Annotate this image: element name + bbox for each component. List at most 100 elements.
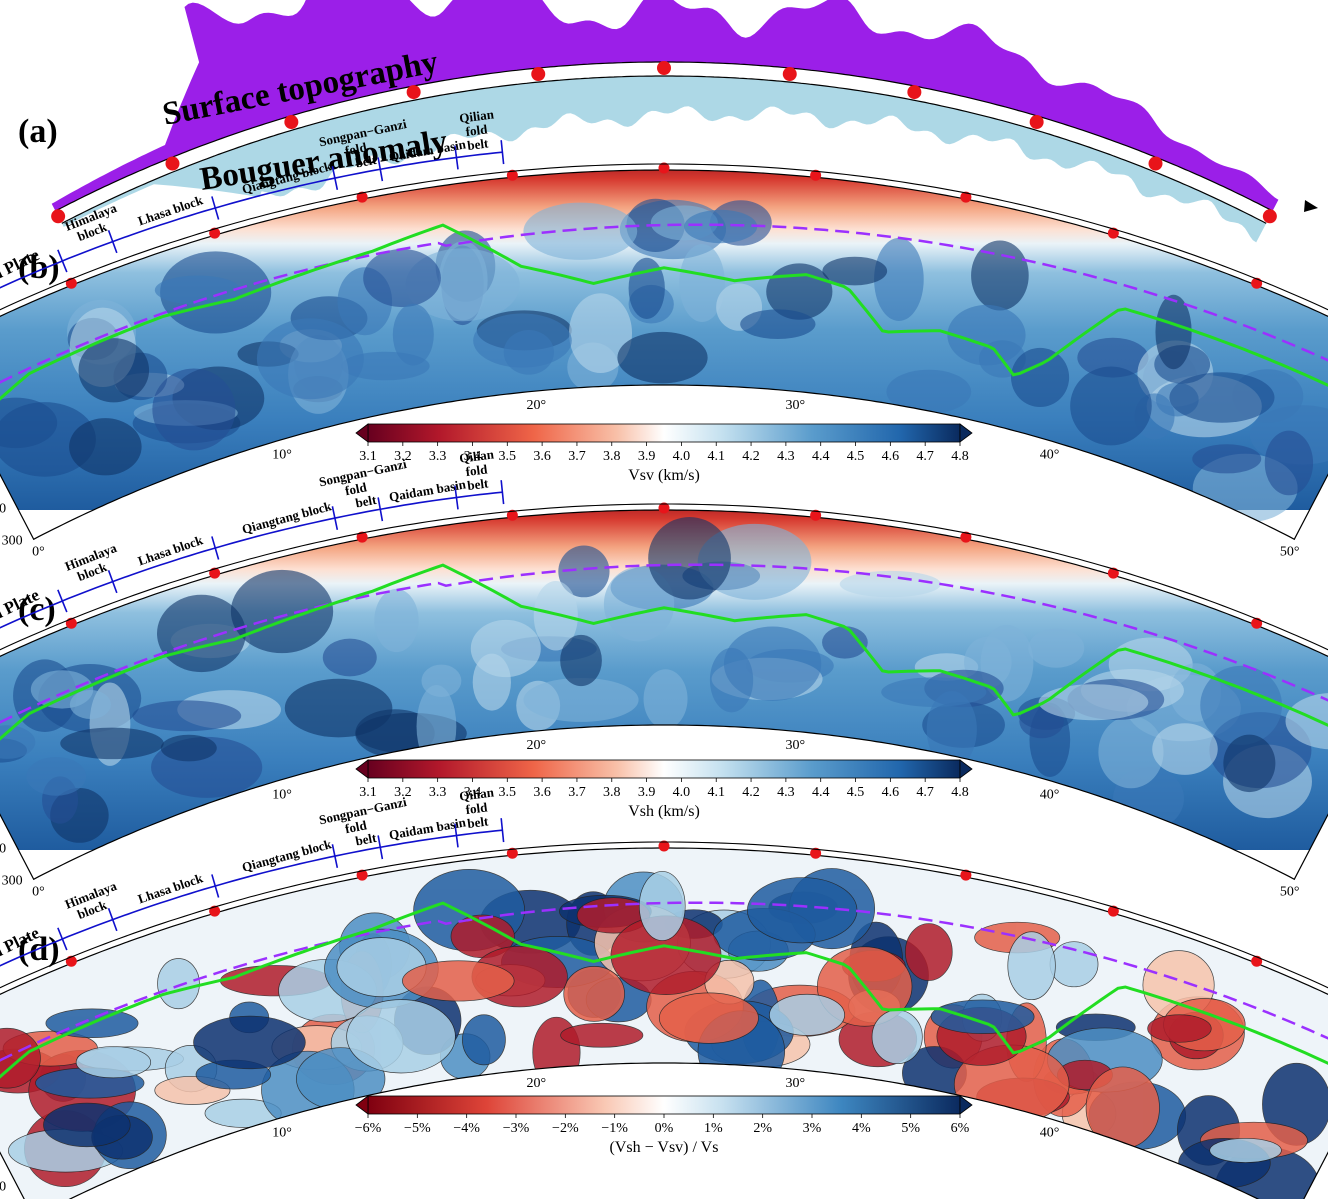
colorbar-tick-label: 3.6	[533, 449, 551, 464]
profile-arc	[0, 163, 1328, 311]
block-boundary-tick	[454, 485, 459, 510]
anomaly-blob	[709, 647, 754, 713]
colorbar	[367, 423, 961, 443]
anomaly-blob	[971, 240, 1029, 311]
region-label: fold	[465, 461, 489, 479]
colorbar-tick-label: −6%	[355, 1121, 382, 1136]
colorbar-tick-label: 4.7	[916, 449, 934, 464]
station-marker	[506, 847, 518, 859]
station-marker	[1107, 567, 1119, 579]
anomaly-blob	[886, 369, 972, 414]
depth-tick: 250	[0, 1179, 6, 1194]
colorbar-tick-label: 3.1	[359, 449, 377, 464]
section-b-outline	[0, 169, 1328, 541]
colorbar-tick-label: 4.1	[707, 449, 725, 464]
anomaly-blob	[75, 1046, 152, 1079]
bouguer-fill	[61, 76, 1267, 243]
anomaly-blob	[603, 566, 675, 642]
anomaly-blob	[284, 678, 393, 738]
colorbar-tick-label: 1%	[704, 1121, 723, 1136]
station-marker	[506, 169, 518, 181]
region-label: belt	[354, 492, 378, 511]
block-boundary-tick	[377, 835, 384, 860]
block-boundary-tick	[331, 844, 339, 868]
anomaly-blob	[533, 581, 578, 651]
angle-tick: 20°	[527, 1076, 547, 1091]
block-boundary-tick	[57, 249, 68, 273]
depth-tick: 250	[0, 841, 6, 856]
colorbar-tick-label: −1%	[601, 1121, 628, 1136]
section-d-outline	[0, 847, 1328, 1199]
block-boundary-tick	[500, 818, 505, 843]
anomaly-blobs-c	[0, 517, 1328, 843]
region-label: belt	[466, 475, 489, 493]
colorbar-tick-label: 4%	[852, 1121, 871, 1136]
anomaly-blob	[1038, 684, 1149, 721]
station-marker	[658, 840, 670, 852]
region-label: belt	[466, 813, 489, 831]
block-boundary-tick	[107, 908, 118, 932]
anomaly-blob	[157, 594, 246, 673]
colorbar-title: (Vsh − Vsv) / Vs	[610, 1139, 719, 1156]
region-label: Lhasa block	[136, 870, 205, 906]
colorbar-high-arrow	[959, 423, 973, 443]
angle-tick: 10°	[272, 788, 292, 803]
block-boundary-tick	[57, 589, 68, 613]
colorbar	[367, 1095, 961, 1115]
anomaly-blob	[947, 304, 1026, 366]
colorbar-tick-label: −5%	[404, 1121, 431, 1136]
block-boundary-tick	[454, 145, 459, 170]
block-boundary-tick	[107, 230, 118, 254]
angle-tick: 30°	[785, 398, 805, 413]
colorbar-low-arrow	[355, 1095, 369, 1115]
station-marker	[356, 531, 368, 543]
anomaly-blob	[152, 368, 236, 451]
region-label: Qiangtang block	[240, 836, 334, 875]
block-boundary-tick	[500, 140, 505, 165]
station-marker	[810, 847, 822, 859]
anomaly-blob	[769, 993, 845, 1036]
block-boundary-line	[0, 829, 503, 967]
block-boundary-tick	[377, 497, 384, 522]
anomaly-blobs-d	[0, 868, 1328, 1199]
colorbar-tick-label: 3.1	[359, 785, 377, 800]
colorbar-tick-label: 4.3	[777, 785, 795, 800]
anomaly-blob	[230, 569, 334, 654]
colorbar-tick-label: 3.9	[638, 785, 656, 800]
station-marker	[209, 567, 221, 579]
block-boundary-line	[0, 491, 503, 629]
colorbar-tick-label: 3.6	[533, 785, 551, 800]
anomaly-blob	[684, 209, 758, 244]
anomaly-blob	[416, 684, 457, 768]
depth-tick: 300	[2, 533, 23, 548]
block-boundary-tick	[331, 166, 339, 190]
colorbar-tick-label: −2%	[552, 1121, 579, 1136]
anomaly-blob	[1098, 715, 1164, 789]
anomaly-blob	[374, 588, 419, 653]
region-label: belt	[466, 135, 489, 153]
anomaly-blob	[930, 999, 1035, 1034]
colorbar-tick-label: 3.4	[464, 785, 482, 800]
anomaly-blob	[193, 1015, 306, 1070]
panel-label-a: (a)	[18, 113, 58, 150]
profile-arc-inner	[61, 75, 1267, 224]
region-label: fold	[344, 479, 369, 498]
block-boundary-tick	[211, 196, 220, 220]
colorbar-tick-label: 4.7	[916, 785, 934, 800]
station-marker	[1148, 156, 1163, 171]
angle-tick: 50°	[1280, 885, 1300, 900]
block-boundary-tick	[377, 157, 384, 182]
anomaly-blob	[1264, 430, 1314, 496]
colorbar-tick-label: 3.9	[638, 449, 656, 464]
colorbar-low-arrow	[355, 423, 369, 443]
block-boundary-line	[0, 151, 503, 289]
anomaly-blob	[157, 958, 200, 1010]
panel-label-c: (c)	[18, 591, 56, 628]
colorbar-tick-label: 3%	[803, 1121, 822, 1136]
profile-arrow	[1304, 200, 1318, 212]
colorbar-high-arrow	[959, 759, 973, 779]
anomaly-blob	[160, 734, 217, 762]
moho-line-b	[0, 223, 1328, 384]
station-marker	[356, 869, 368, 881]
anomaly-blob	[154, 275, 241, 305]
